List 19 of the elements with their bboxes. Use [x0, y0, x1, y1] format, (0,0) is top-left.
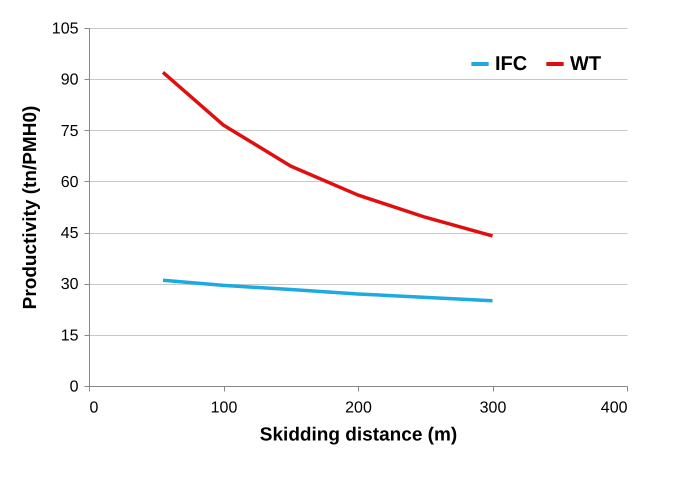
x-tick-label: 100 [210, 400, 238, 416]
y-tick-label: 15 [60, 327, 79, 344]
legend-label: IFC [495, 53, 528, 75]
x-tick-label: 300 [480, 400, 506, 416]
y-tick-label: 0 [70, 378, 79, 396]
y-axis-title: Productivity (tn/PMH0) [20, 106, 41, 310]
x-tick-label: 0 [90, 400, 98, 416]
x-tick-label: 400 [600, 400, 628, 416]
x-axis-title: Skidding distance (m) [260, 424, 458, 446]
y-tick-label: 75 [60, 122, 79, 140]
line-series [161, 70, 494, 238]
y-tick-label: 45 [60, 225, 79, 242]
y-tick-label: 90 [60, 72, 79, 89]
legend-label: WT [570, 53, 602, 75]
y-tick-label: 30 [60, 276, 79, 294]
y-tick-label: 105 [52, 20, 79, 38]
x-tick-label: 200 [345, 400, 372, 416]
line-series [161, 278, 494, 303]
y-tick-label: 60 [60, 174, 79, 191]
